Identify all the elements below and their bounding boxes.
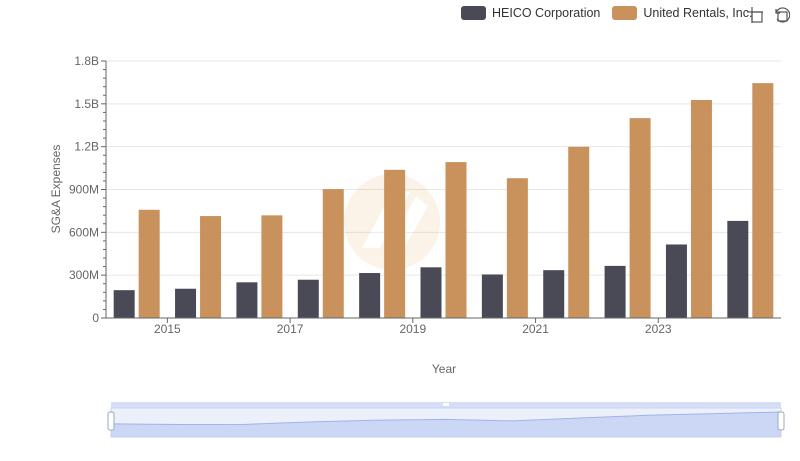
bar-united-rentals[interactable] [261, 215, 283, 318]
x-tick-label: 2023 [645, 322, 672, 336]
zoom-slider[interactable] [107, 402, 785, 438]
bar-united-rentals[interactable] [322, 189, 344, 318]
bar-heico[interactable] [420, 267, 442, 318]
x-tick-label: 2021 [522, 322, 549, 336]
legend-swatch-united-rentals [612, 6, 638, 20]
bar-heico[interactable] [604, 265, 626, 318]
bar-heico[interactable] [543, 270, 565, 318]
legend-swatch-heico [461, 6, 486, 20]
bar-united-rentals[interactable] [200, 216, 222, 318]
zoom-icon[interactable] [746, 6, 764, 24]
bar-heico[interactable] [297, 279, 319, 318]
y-axis-title: SG&A Expenses [49, 144, 63, 234]
y-tick-label: 0 [92, 311, 99, 325]
bar-united-rentals[interactable] [506, 178, 528, 318]
legend-item-united-rentals[interactable]: United Rentals, Inc. [612, 6, 752, 20]
y-tick-label: 600M [69, 225, 99, 239]
bar-heico[interactable] [113, 290, 135, 318]
bar-heico[interactable] [236, 282, 258, 318]
legend-item-heico[interactable]: HEICO Corporation [461, 6, 600, 20]
slider-handle-right[interactable] [777, 411, 785, 431]
y-tick-label: 300M [69, 268, 99, 282]
chart-toolbar [746, 6, 791, 24]
x-tick-label: 2017 [277, 322, 304, 336]
restore-icon[interactable] [772, 6, 791, 24]
bar-united-rentals[interactable] [690, 99, 712, 318]
bar-united-rentals[interactable] [445, 162, 467, 318]
slider-preview-area [111, 412, 781, 437]
x-axis-title: Year [431, 362, 457, 376]
legend-label-heico: HEICO Corporation [492, 6, 601, 20]
legend-label-united-rentals: United Rentals, Inc. [643, 6, 753, 20]
bar-heico[interactable] [175, 288, 197, 318]
slider-preview-line [110, 411, 782, 425]
bar-heico[interactable] [359, 273, 381, 318]
y-tick-label: 900M [69, 183, 99, 197]
bar-heico[interactable] [727, 220, 749, 318]
y-tick-label: 1.5B [74, 97, 99, 111]
bar-united-rentals[interactable] [629, 118, 651, 318]
slider-grip-icon[interactable] [443, 403, 449, 406]
bar-united-rentals[interactable] [384, 169, 406, 318]
legend: HEICO Corporation United Rentals, Inc. [461, 3, 752, 23]
slider-handle-left[interactable] [107, 411, 115, 431]
x-tick-label: 2015 [154, 322, 181, 336]
bar-united-rentals[interactable] [752, 83, 774, 318]
bar-heico[interactable] [665, 244, 687, 318]
y-tick-label: 1.2B [74, 140, 99, 154]
y-tick-label: 1.8B [74, 54, 99, 68]
bar-heico[interactable] [481, 274, 503, 318]
x-tick-label: 2019 [399, 322, 426, 336]
bar-united-rentals[interactable] [138, 209, 160, 318]
axis-layer: 0 300M 600M 900M 1.2B 1.5B 1.8B 2015 2017 2019 202… [69, 54, 781, 336]
bars-layer [113, 83, 774, 318]
bar-united-rentals[interactable] [568, 146, 590, 318]
